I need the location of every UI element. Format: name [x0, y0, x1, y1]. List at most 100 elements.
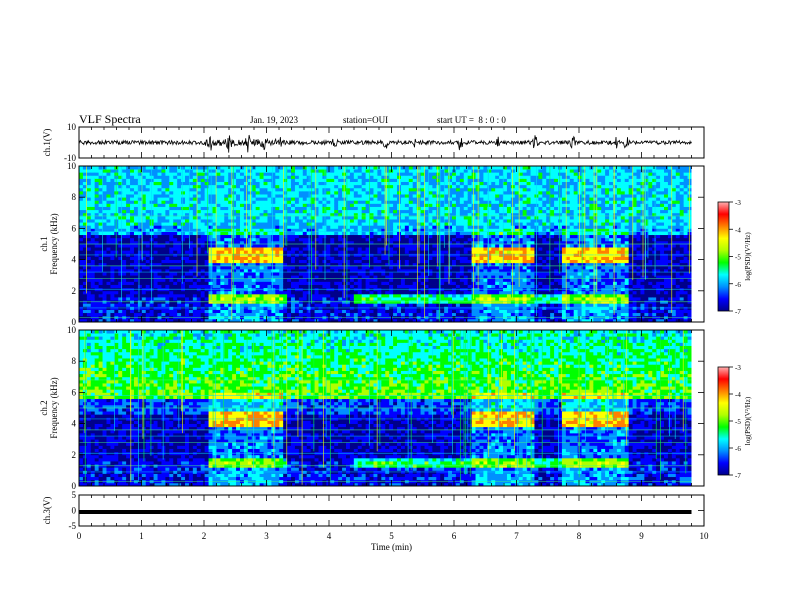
- spectrogram-cell: [126, 194, 131, 198]
- spectrogram-cell: [345, 194, 351, 198]
- spectrogram-cell: [173, 203, 178, 207]
- spectrogram-cell: [141, 290, 147, 295]
- spectrogram-cell: [200, 272, 206, 276]
- spectrogram-cell: [133, 215, 139, 220]
- spectrogram-cell: [353, 256, 359, 260]
- spectrogram-cell: [353, 247, 359, 251]
- spectrogram-cell: [216, 184, 221, 189]
- spectrogram-cell: [444, 225, 449, 229]
- spectrogram-cell: [236, 166, 241, 170]
- spectrogram-cell: [239, 318, 245, 323]
- spectrogram-cell: [357, 309, 363, 314]
- spectrogram-cell: [279, 175, 284, 179]
- spectrogram-cell: [291, 272, 296, 276]
- spectrogram-cell: [361, 234, 367, 239]
- spectrogram-cell: [294, 187, 300, 192]
- spectrogram-cell: [173, 187, 178, 192]
- spectrogram-cell: [287, 187, 292, 192]
- spectrogram-cell: [247, 312, 253, 317]
- spectrogram-cell: [208, 284, 213, 289]
- spectrogram-cell: [345, 181, 351, 186]
- spectrogram-cell: [137, 187, 143, 192]
- spectrogram-cell: [322, 318, 327, 323]
- spectrogram-cell: [463, 169, 469, 173]
- spectrogram-cell: [161, 187, 166, 192]
- spectrogram-cell: [369, 275, 374, 279]
- spectrogram-cell: [326, 234, 331, 239]
- spectrogram-cell: [287, 250, 292, 254]
- spectrogram-cell: [326, 175, 331, 179]
- spectrogram-cell: [349, 187, 355, 192]
- spectrogram-cell: [467, 256, 473, 260]
- spectrogram-cell: [369, 237, 374, 242]
- spectrogram-cell: [349, 278, 355, 282]
- spectrogram-cell: [291, 169, 296, 173]
- spectrogram-cell: [385, 247, 390, 251]
- spectrogram-cell: [353, 178, 359, 182]
- spectrogram-cell: [361, 303, 367, 307]
- spectrogram-cell: [287, 181, 292, 186]
- spectrogram-cell: [369, 256, 374, 260]
- spectrogram-cell: [212, 172, 217, 176]
- spectrogram-cell: [455, 265, 461, 270]
- spectrogram-cell: [381, 206, 386, 211]
- spectrogram-cell: [334, 278, 339, 282]
- spectrogram-cell: [275, 212, 280, 217]
- spectrogram-cell: [196, 181, 202, 186]
- spectrogram-cell: [212, 272, 217, 276]
- spectrogram-cell: [181, 275, 186, 279]
- spectrogram-cell: [177, 256, 182, 260]
- spectrogram-cell: [389, 281, 394, 285]
- spectrogram-cell: [212, 190, 217, 195]
- spectrogram-cell: [448, 256, 453, 260]
- spectrogram-cell: [177, 247, 182, 251]
- spectrogram-cell: [137, 219, 143, 223]
- spectrogram-cell: [455, 197, 461, 201]
- spectrogram-cell: [200, 231, 206, 236]
- spectrogram-cell: [412, 225, 418, 229]
- spectrogram-cell: [161, 247, 166, 251]
- spectrogram-cell: [400, 206, 406, 211]
- spectrogram-cell: [330, 272, 335, 276]
- spectrogram-cell: [412, 312, 418, 317]
- spectrogram-cell: [428, 197, 433, 201]
- spectrogram-cell: [79, 228, 84, 232]
- spectrogram-cell: [291, 178, 296, 182]
- spectrogram-cell: [310, 184, 315, 189]
- spectrogram-cell: [204, 175, 209, 179]
- spectrogram-cell: [452, 234, 457, 239]
- spectrogram-cell: [314, 219, 319, 223]
- spectrogram-cell: [294, 290, 300, 295]
- spectrogram-cell: [420, 194, 425, 198]
- spectrogram-cell: [353, 297, 359, 301]
- spectrogram-cell: [349, 250, 355, 254]
- spectrogram-cell: [318, 166, 323, 170]
- spectrogram-cell: [255, 234, 261, 239]
- spectrogram-cell: [334, 250, 339, 254]
- spectrogram-cell: [455, 222, 461, 226]
- spectrogram-cell: [326, 303, 331, 307]
- spectrogram-cell: [161, 293, 166, 298]
- spectrogram-cell: [353, 222, 359, 226]
- spectrogram-cell: [455, 318, 461, 323]
- spectrogram-cell: [90, 190, 96, 195]
- spectrogram-cell: [338, 225, 343, 229]
- spectrogram-cell: [349, 181, 355, 186]
- spectrogram-cell: [291, 262, 296, 267]
- spectrogram-cell: [165, 268, 170, 273]
- spectrogram-cell: [251, 265, 257, 270]
- spectrogram-cell: [90, 166, 96, 170]
- spectrogram-cell: [118, 259, 123, 264]
- spectrogram-cell: [102, 228, 107, 232]
- spectrogram-cell: [82, 231, 88, 236]
- spectrogram-cell: [345, 256, 351, 260]
- spectrogram-cell: [397, 275, 402, 279]
- spectrogram-cell: [208, 197, 213, 201]
- spectrogram-cell: [455, 184, 461, 189]
- spectrogram-cell: [224, 268, 229, 273]
- spectrogram-cell: [318, 259, 323, 264]
- spectrogram-cell: [455, 278, 461, 282]
- spectrogram-cell: [102, 309, 107, 314]
- spectrogram-cell: [369, 278, 374, 282]
- spectrogram-cell: [448, 203, 453, 207]
